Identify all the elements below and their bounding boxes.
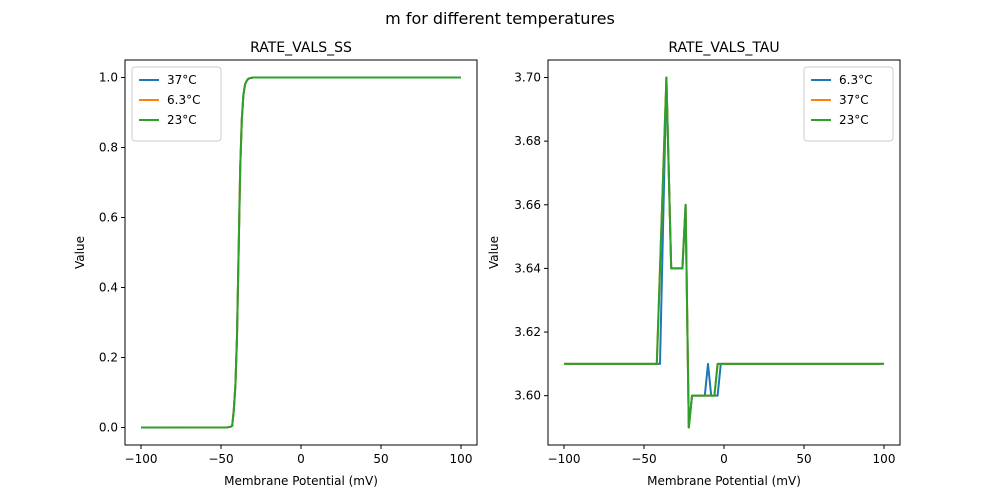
y-tick-label: 3.68 [514, 134, 541, 148]
legend-label-0: 37°C [167, 73, 197, 87]
y-tick-label: 3.66 [514, 198, 541, 212]
y-axis-label: Value [73, 236, 87, 269]
y-tick-label: 0.6 [99, 211, 118, 225]
y-tick-label: 3.64 [514, 261, 541, 275]
series-line-2 [140, 76, 461, 429]
ss-chart: RATE_VALS_SS −100 −50 0 50 100 0.0 0.2 0.4 0.6 0.8… [73, 40, 478, 488]
y-tick-label: 0.8 [99, 141, 118, 155]
x-axis-label: Membrane Potential (mV) [647, 474, 801, 488]
chart-title: RATE_VALS_TAU [668, 40, 779, 56]
y-tick-label: 3.70 [514, 71, 541, 85]
legend-frame [131, 66, 222, 142]
x-tick-label: 50 [373, 452, 388, 466]
y-tick-label: 0.2 [99, 351, 118, 365]
y-tick-label: 3.60 [514, 389, 541, 403]
x-axis-label: Membrane Potential (mV) [224, 474, 378, 488]
x-tick-label: −50 [631, 452, 656, 466]
tau-chart: RATE_VALS_TAU −100 −50 0 50 100 3.60 3.62 3.64 3.… [487, 40, 901, 488]
legend-label-2: 23°C [839, 113, 869, 127]
legend-label-0: 6.3°C [839, 73, 872, 87]
series-line-2 [564, 76, 884, 429]
y-tick-label: 3.62 [514, 325, 541, 339]
legend: 6.3°C 37°C 23°C [803, 66, 894, 142]
x-tick-label: −50 [208, 452, 233, 466]
legend-label-1: 6.3°C [167, 93, 200, 107]
legend-label-2: 23°C [167, 113, 197, 127]
y-tick-label: 0.0 [99, 421, 118, 435]
x-tick-label: 0 [297, 452, 305, 466]
x-tick-label: 100 [873, 452, 896, 466]
x-tick-label: −100 [548, 452, 581, 466]
legend-frame [803, 66, 894, 142]
y-tick-label: 1.0 [99, 71, 118, 85]
y-tick-label: 0.4 [99, 281, 118, 295]
x-tick-label: −100 [125, 452, 158, 466]
x-tick-label: 100 [450, 452, 473, 466]
y-axis-label: Value [487, 236, 501, 269]
legend-label-1: 37°C [839, 93, 869, 107]
x-tick-label: 50 [796, 452, 811, 466]
legend: 37°C 6.3°C 23°C [131, 66, 222, 142]
figure-title: m for different temperatures [385, 9, 615, 28]
x-tick-label: 0 [720, 452, 728, 466]
chart-title: RATE_VALS_SS [250, 40, 352, 56]
